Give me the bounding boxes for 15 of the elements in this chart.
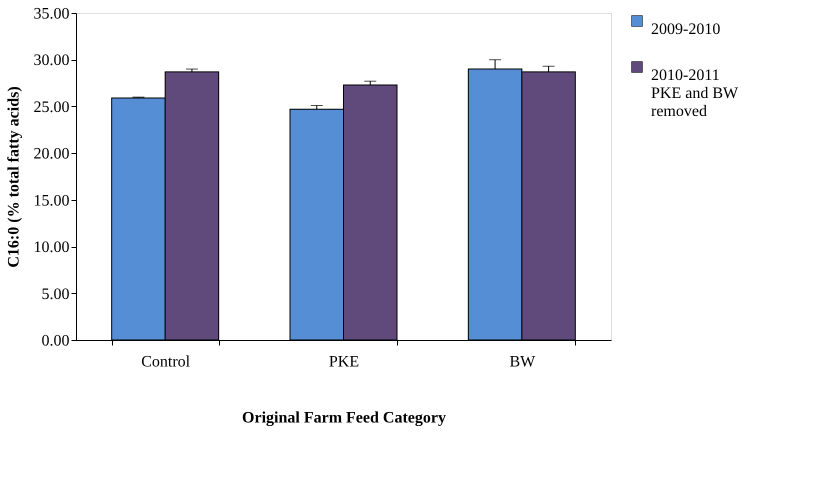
y-tick-label: 30.00 [34, 52, 70, 70]
y-tick-label: 25.00 [34, 98, 70, 116]
y-axis-title: C16:0 (% total fatty acids) [6, 86, 22, 268]
x-tick-label: BW [509, 354, 536, 370]
y-tick-label: 10.00 [34, 239, 70, 256]
y-tick-label: 20.00 [34, 146, 70, 163]
x-axis-title: Original Farm Feed Category [242, 410, 446, 426]
legend-label: 2010-2011 PKE and BW removed [651, 67, 739, 120]
x-tick-label: Control [141, 354, 191, 370]
y-tick-label: 5.00 [42, 286, 70, 303]
y-tick-label: 0.00 [42, 332, 70, 350]
y-tick-label: 35.00 [34, 6, 70, 22]
legend-label: 2009-2010 [651, 21, 720, 38]
x-tick-label: PKE [328, 354, 360, 370]
y-tick-label: 15.00 [34, 192, 70, 210]
